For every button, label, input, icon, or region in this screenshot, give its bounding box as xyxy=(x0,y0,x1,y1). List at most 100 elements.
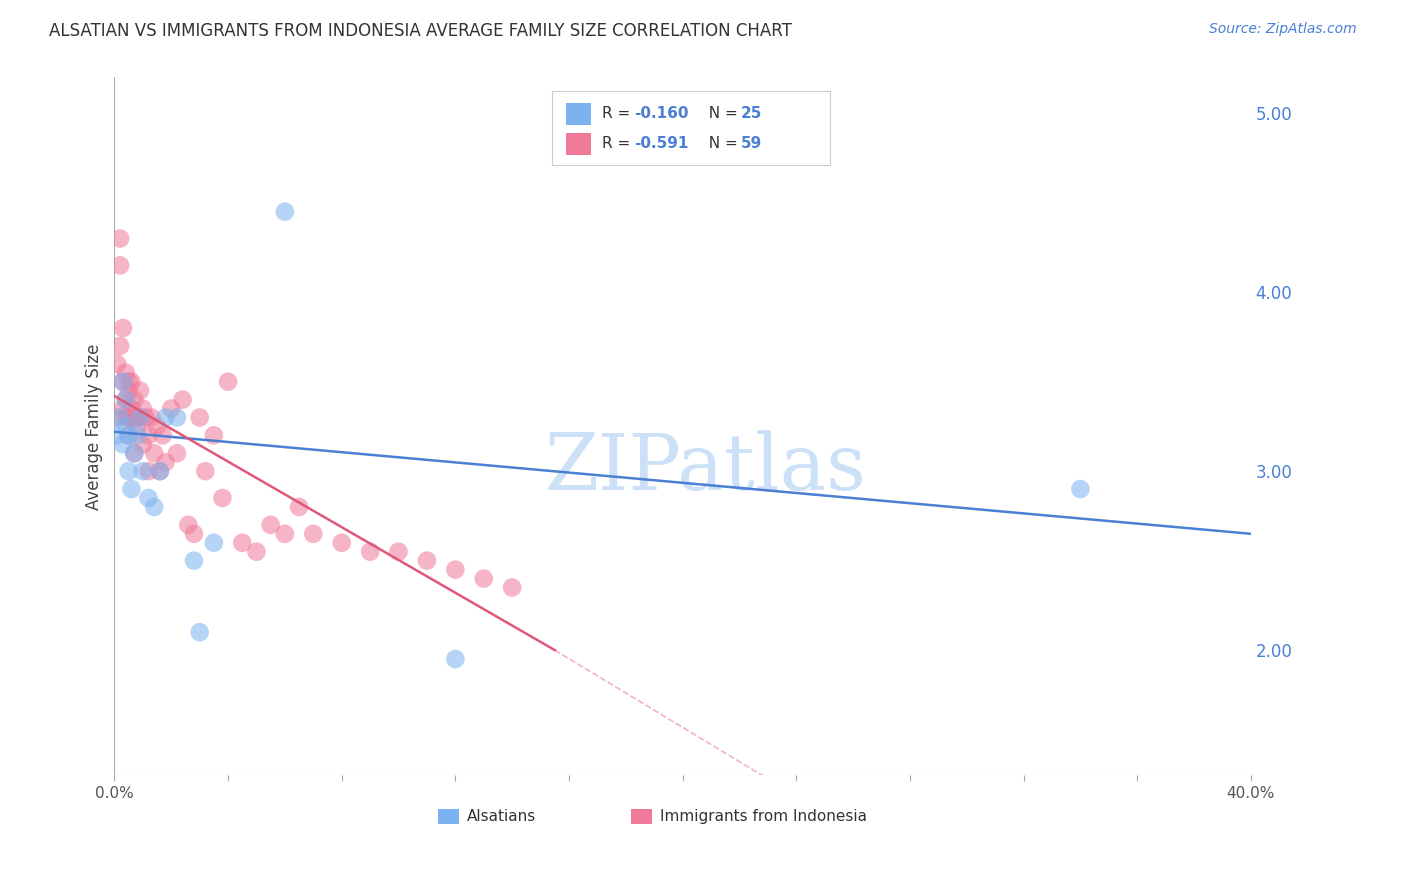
Point xyxy=(188,625,211,640)
Point xyxy=(183,554,205,568)
Point xyxy=(120,482,142,496)
Point xyxy=(152,428,174,442)
Point xyxy=(111,437,134,451)
Point xyxy=(1069,482,1091,496)
Point xyxy=(141,410,163,425)
Point xyxy=(149,464,172,478)
Text: 25: 25 xyxy=(741,106,762,121)
Point xyxy=(166,410,188,425)
Point xyxy=(143,446,166,460)
Point xyxy=(202,535,225,549)
Point xyxy=(359,544,381,558)
Point xyxy=(132,464,155,478)
Point xyxy=(149,464,172,478)
Point xyxy=(155,455,177,469)
Text: -0.591: -0.591 xyxy=(634,136,688,152)
Point xyxy=(330,535,353,549)
Point xyxy=(188,410,211,425)
Point xyxy=(444,563,467,577)
Point xyxy=(387,544,409,558)
Point xyxy=(129,410,152,425)
Point xyxy=(127,419,149,434)
Point xyxy=(114,392,136,407)
Point xyxy=(120,410,142,425)
Point xyxy=(416,554,439,568)
Text: R =: R = xyxy=(602,136,636,152)
Point xyxy=(120,375,142,389)
Point xyxy=(231,535,253,549)
FancyBboxPatch shape xyxy=(553,91,831,165)
Bar xyxy=(565,103,591,125)
Point xyxy=(274,204,297,219)
Point xyxy=(105,357,128,371)
Text: N =: N = xyxy=(699,106,742,121)
Point xyxy=(124,446,146,460)
Point xyxy=(117,410,139,425)
Point xyxy=(124,392,146,407)
Y-axis label: Average Family Size: Average Family Size xyxy=(86,343,103,509)
Text: -0.160: -0.160 xyxy=(634,106,689,121)
Point xyxy=(124,410,146,425)
Point xyxy=(111,375,134,389)
Point xyxy=(146,419,169,434)
Point xyxy=(288,500,311,514)
Point xyxy=(120,401,142,416)
Point xyxy=(143,500,166,514)
Point xyxy=(108,410,131,425)
Point xyxy=(111,321,134,335)
Point xyxy=(117,428,139,442)
Point xyxy=(129,410,152,425)
Point xyxy=(108,339,131,353)
Text: Source: ZipAtlas.com: Source: ZipAtlas.com xyxy=(1209,22,1357,37)
Point xyxy=(172,392,194,407)
Point xyxy=(117,464,139,478)
Bar xyxy=(439,809,458,824)
Point xyxy=(129,384,152,398)
Point xyxy=(108,258,131,272)
Bar xyxy=(631,809,652,824)
Point xyxy=(245,544,267,558)
Point xyxy=(132,401,155,416)
Point xyxy=(194,464,217,478)
Point xyxy=(302,526,325,541)
Point xyxy=(501,581,523,595)
Text: Alsatians: Alsatians xyxy=(467,809,536,824)
Point xyxy=(260,517,283,532)
Point xyxy=(135,410,157,425)
Point xyxy=(138,491,160,505)
Point xyxy=(138,464,160,478)
Point xyxy=(117,384,139,398)
Point xyxy=(138,428,160,442)
Text: Immigrants from Indonesia: Immigrants from Indonesia xyxy=(659,809,868,824)
Point xyxy=(114,366,136,380)
Point xyxy=(274,526,297,541)
Point xyxy=(117,428,139,442)
Point xyxy=(124,446,146,460)
Point xyxy=(217,375,239,389)
Text: R =: R = xyxy=(602,106,636,121)
Point xyxy=(444,652,467,666)
Text: N =: N = xyxy=(699,136,742,152)
Point xyxy=(111,401,134,416)
Point xyxy=(177,517,200,532)
Point xyxy=(111,375,134,389)
Point xyxy=(211,491,233,505)
Point xyxy=(114,419,136,434)
Text: 59: 59 xyxy=(741,136,762,152)
Point xyxy=(127,428,149,442)
Point xyxy=(160,401,183,416)
Point xyxy=(155,410,177,425)
Point xyxy=(105,410,128,425)
Text: ALSATIAN VS IMMIGRANTS FROM INDONESIA AVERAGE FAMILY SIZE CORRELATION CHART: ALSATIAN VS IMMIGRANTS FROM INDONESIA AV… xyxy=(49,22,792,40)
Point xyxy=(108,231,131,245)
Point xyxy=(202,428,225,442)
Point xyxy=(117,375,139,389)
Point xyxy=(132,437,155,451)
Point xyxy=(127,410,149,425)
Bar xyxy=(565,133,591,155)
Point xyxy=(166,446,188,460)
Point xyxy=(114,410,136,425)
Text: ZIPatlas: ZIPatlas xyxy=(544,431,866,506)
Point xyxy=(105,428,128,442)
Point xyxy=(114,392,136,407)
